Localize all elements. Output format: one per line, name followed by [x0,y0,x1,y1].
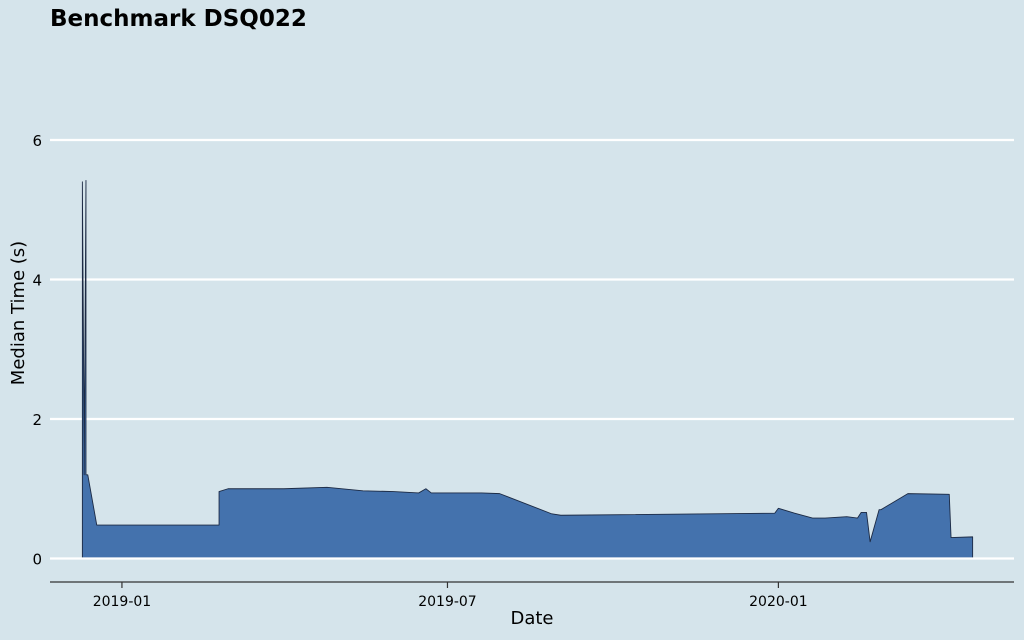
x-tick-label: 2020-01 [749,594,808,610]
y-tick-label: 0 [32,551,42,569]
x-axis-label: Date [510,608,553,629]
chart-title: Benchmark DSQ022 [50,6,307,32]
y-ticks: 0 2 4 6 [32,132,42,569]
y-tick-label: 4 [32,272,42,290]
y-tick-label: 6 [32,132,42,150]
x-tick-label: 2019-07 [418,594,477,610]
x-tick-label: 2019-01 [93,594,152,610]
data-area-layer [81,180,974,559]
y-tick-label: 2 [32,411,42,429]
y-axis-label: Median Time (s) [8,241,29,385]
x-ticks: 2019-01 2019-07 2020-01 [93,582,808,610]
gridlines [50,138,1014,421]
median-time-area [81,180,974,559]
